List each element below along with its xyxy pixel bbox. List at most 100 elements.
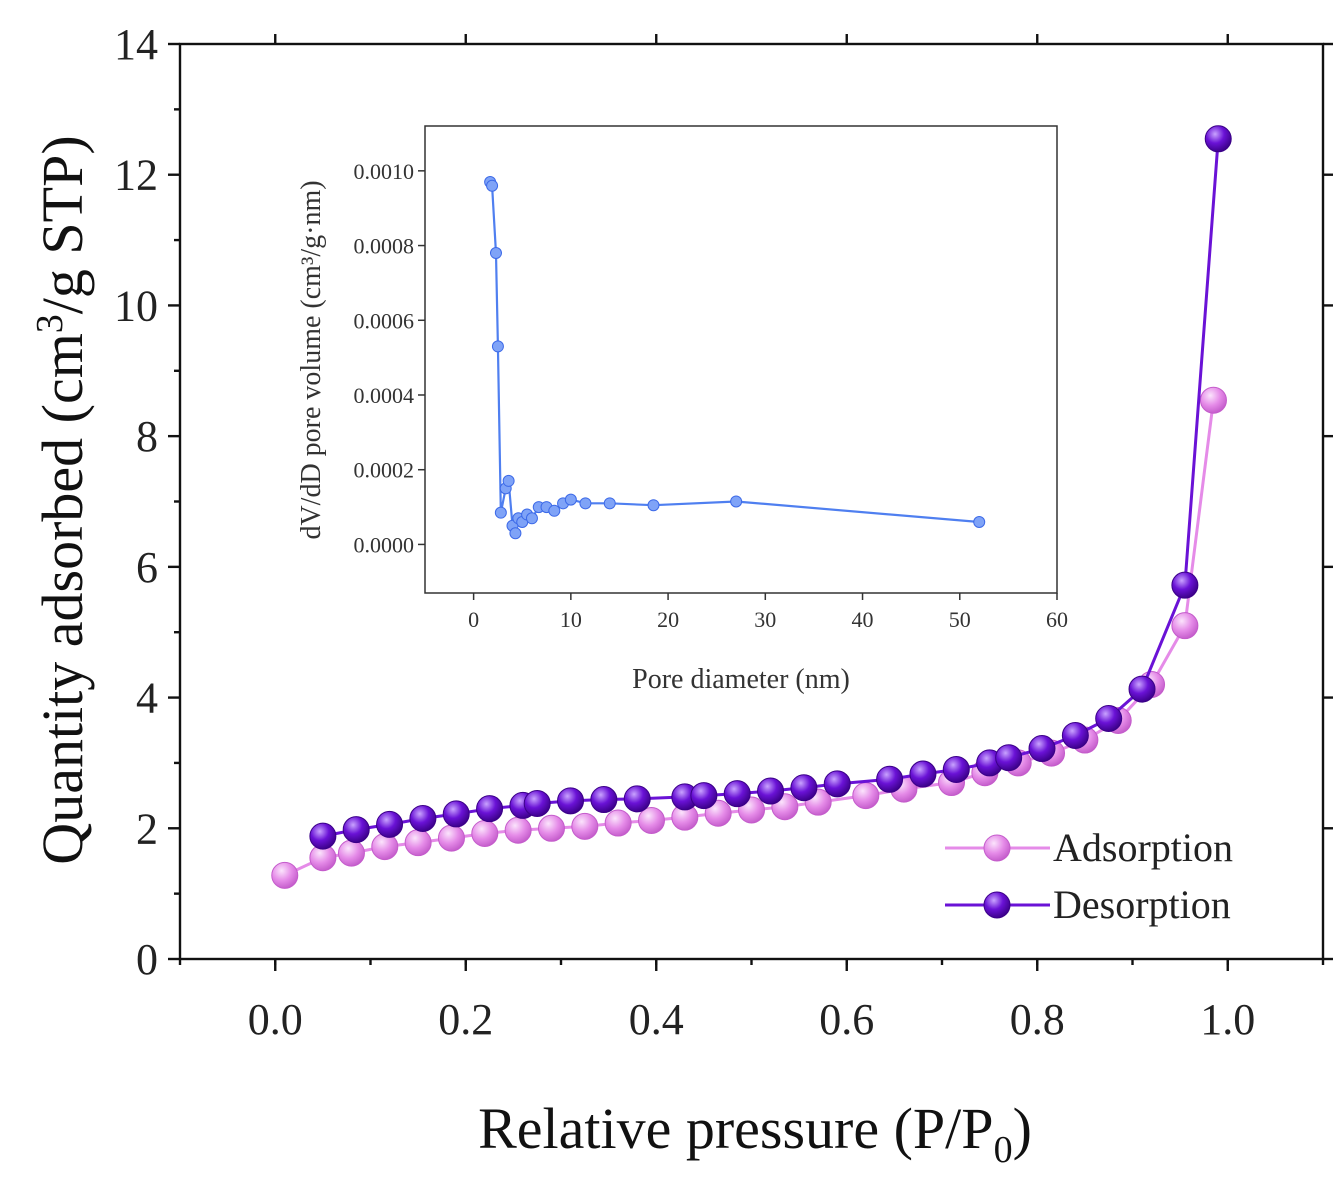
data-point (557, 787, 585, 815)
main-y-tick-label: 12 (114, 151, 158, 200)
data-point (571, 812, 599, 840)
inset-x-tick-label: 10 (560, 607, 582, 632)
inset-y-tick-label: 0.0010 (354, 159, 415, 184)
inset-x-tick-label: 60 (1046, 607, 1068, 632)
inset-data-point (509, 527, 522, 540)
data-point (623, 785, 651, 813)
inset-data-point (489, 247, 502, 260)
main-y-tick-label: 10 (114, 281, 158, 330)
inset-data-point (502, 474, 515, 487)
data-point (1128, 675, 1156, 703)
main-x-tick-label: 0.4 (629, 995, 684, 1044)
data-point (604, 809, 632, 837)
data-point (376, 810, 404, 838)
inset-y-axis-label: dV/dD pore volume (cm³/g·nm) (296, 180, 327, 539)
legend-adsorption-label: Adsorption (1053, 825, 1233, 870)
main-y-tick-label: 6 (136, 543, 158, 592)
inset-x-tick-label: 40 (852, 607, 874, 632)
main-x-tick-label: 0.6 (819, 995, 874, 1044)
main-x-tick-label: 0.2 (438, 995, 493, 1044)
inset-y-axis: 0.0000 0.0002 0.0004 0.0006 0.0008 0.0010 (354, 159, 425, 557)
data-point (337, 839, 365, 867)
inset-plot-frame (424, 125, 1058, 594)
data-point (442, 800, 470, 828)
inset-data-point (491, 340, 504, 353)
main-y-tick-label: 2 (136, 804, 158, 853)
data-point (757, 777, 785, 805)
data-point (723, 780, 751, 808)
inset-x-tick-label: 50 (949, 607, 971, 632)
inset-x-tick-label: 30 (754, 607, 776, 632)
inset-x-axis-label: Pore diameter (nm) (632, 664, 850, 695)
main-y-axis-label: Quantity adsorbed (cm3/g STP) (29, 135, 95, 864)
main-y-axis: 0 2 4 6 8 10 12 14 (114, 20, 1333, 984)
inset-data-point (647, 499, 660, 512)
inset-x-tick-label: 20 (657, 607, 679, 632)
data-point (1028, 735, 1056, 763)
main-x-tick-label: 0.0 (248, 995, 303, 1044)
data-point (852, 782, 880, 810)
inset-data-point (525, 512, 538, 525)
main-x-axis: 0.0 0.2 0.4 0.6 0.8 1.0 (178, 34, 1325, 1044)
data-point (942, 755, 970, 783)
data-point (590, 786, 618, 814)
main-y-tick-label: 8 (136, 412, 158, 461)
data-point (371, 833, 399, 861)
inset-y-tick-label: 0.0002 (354, 458, 415, 483)
main-x-axis-label: Relative pressure (P/P0) (478, 1096, 1032, 1171)
main-x-tick-label: 0.8 (1010, 995, 1065, 1044)
inset-data-point (486, 179, 499, 192)
data-point (790, 774, 818, 802)
data-point (504, 816, 532, 844)
data-point (1171, 571, 1199, 599)
data-point (476, 795, 504, 823)
data-point (404, 829, 432, 857)
data-point (471, 820, 499, 848)
data-point (1095, 704, 1123, 732)
inset-x-tick-label: 0 (468, 607, 479, 632)
legend-desorption-label: Desorption (1053, 882, 1231, 927)
inset-y-tick-label: 0.0008 (354, 234, 415, 259)
data-point (1204, 125, 1232, 153)
main-x-tick-label: 1.0 (1200, 995, 1255, 1044)
data-point (342, 816, 370, 844)
inset-data-point (494, 506, 507, 519)
data-point (309, 822, 337, 850)
inset-data-point (603, 497, 616, 510)
data-point (704, 799, 732, 827)
legend: Adsorption Desorption (945, 825, 1233, 927)
inset-y-tick-label: 0.0000 (354, 532, 415, 557)
data-point (995, 744, 1023, 772)
inset-y-tick-label: 0.0006 (354, 308, 415, 333)
inset-x-axis: 0 10 20 30 40 50 60 (468, 593, 1068, 632)
data-point (1061, 721, 1089, 749)
data-point (437, 824, 465, 852)
data-point (909, 760, 937, 788)
data-point (409, 804, 437, 832)
data-point (637, 806, 665, 834)
data-point (1199, 386, 1227, 414)
series-pore-size-distribution (484, 176, 986, 540)
main-plot: 0.0 0.2 0.4 0.6 0.8 1.0 0 2 4 6 8 10 12 14 Relative … (29, 20, 1333, 1171)
inset-data-point (548, 504, 561, 517)
inset-data-point (730, 495, 743, 508)
inset-data-point (564, 493, 577, 506)
inset-data-point (579, 497, 592, 510)
legend-desorption-marker (983, 891, 1011, 919)
main-y-tick-label: 0 (136, 935, 158, 984)
inset-plot: 0 10 20 30 40 50 60 0.00000.00020.00040.00060.… (296, 125, 1068, 695)
series-desorption (309, 125, 1232, 850)
series-line (322, 138, 1220, 838)
data-point (823, 770, 851, 798)
data-point (1171, 612, 1199, 640)
data-point (523, 789, 551, 817)
legend-adsorption-marker (983, 834, 1011, 862)
inset-data-point (973, 516, 986, 529)
data-point (690, 782, 718, 810)
inset-y-tick-label: 0.0004 (354, 383, 415, 408)
main-y-tick-label: 14 (114, 20, 158, 69)
data-point (537, 814, 565, 842)
data-point (876, 765, 904, 793)
data-point (271, 861, 299, 889)
